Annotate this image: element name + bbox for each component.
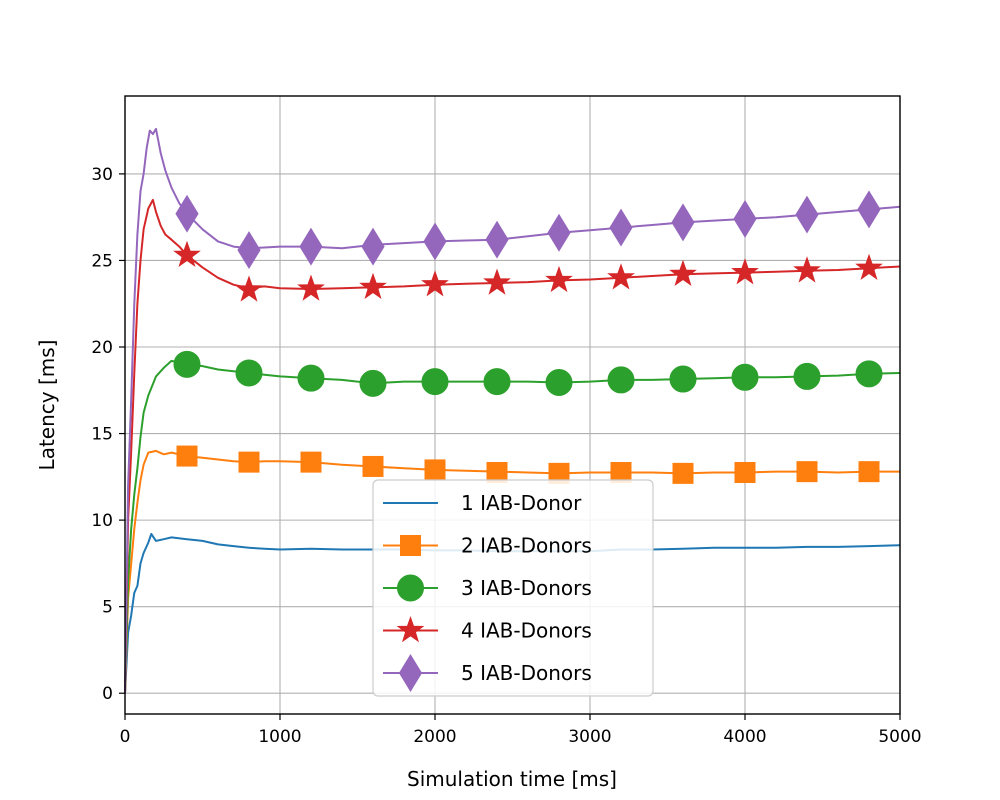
x-tick-label: 2000: [413, 727, 456, 747]
legend-label-5: 5 IAB-Donors: [461, 661, 592, 685]
series-3-marker: [483, 368, 511, 396]
series-2-marker: [672, 462, 694, 484]
series-3-marker: [607, 366, 635, 394]
series-2-marker: [424, 459, 446, 481]
x-tick-label: 1000: [258, 727, 301, 747]
x-tick-label: 0: [120, 727, 131, 747]
series-2-marker: [238, 451, 260, 473]
series-lines: [124, 127, 901, 694]
series-3-marker: [421, 368, 449, 396]
series-line-1: [124, 533, 901, 694]
series-5-marker: [547, 213, 571, 252]
series-4-marker: [173, 240, 201, 268]
series-4-marker: [607, 263, 635, 290]
series-5-marker: [671, 203, 695, 242]
series-5-marker: [175, 194, 199, 233]
series-4-marker: [297, 274, 325, 301]
series-5-marker: [733, 199, 757, 238]
series-3-marker: [235, 359, 263, 387]
series-2-marker: [734, 462, 756, 484]
series-line-4: [124, 198, 901, 694]
legend-marker-3: [397, 574, 424, 602]
series-4-marker: [731, 258, 759, 285]
series-4-marker: [855, 253, 883, 281]
y-tick-label: 20: [91, 338, 113, 358]
legend-label-4: 4 IAB-Donors: [461, 619, 592, 643]
series-5-marker: [361, 227, 385, 266]
series-2-marker: [362, 455, 384, 477]
y-tick-label: 30: [91, 165, 113, 185]
series-3-marker: [297, 364, 325, 392]
plot-frame: [124, 95, 901, 715]
x-tick-label: 3000: [568, 727, 611, 747]
legend-marker-2: [400, 535, 421, 556]
series-4-marker: [421, 270, 449, 297]
series-5-marker: [609, 208, 633, 247]
series-4-marker: [793, 256, 821, 283]
series-line-2: [124, 449, 900, 694]
grid-lines: [124, 96, 901, 714]
legend-box: [372, 479, 654, 697]
x-tick-label: 4000: [723, 727, 766, 747]
legend-marker-4: [396, 615, 425, 643]
series-5-marker: [795, 195, 819, 234]
y-tick-label: 0: [102, 684, 113, 704]
legend: 1 IAB-Donor 2 IAB-Donors 3 IAB-Donors 4 IAB…: [372, 479, 654, 697]
series-3-marker: [173, 350, 201, 378]
legend-label-1: 1 IAB-Donor: [461, 491, 582, 515]
series-5-marker: [857, 190, 881, 229]
series-markers: [173, 190, 883, 484]
y-tick-label: 10: [91, 511, 113, 531]
series-5-marker: [237, 231, 261, 270]
series-3-marker: [545, 368, 573, 396]
axis-ticks: 0 1000 2000 3000 4000 5000 0 5 10 15 20 25 30: [91, 165, 921, 747]
series-2-marker: [796, 461, 818, 483]
series-3-marker: [793, 362, 821, 390]
series-5-marker: [423, 222, 447, 261]
series-3-marker: [855, 360, 883, 388]
series-3-marker: [669, 365, 697, 393]
y-tick-label: 5: [102, 598, 113, 618]
x-tick-label: 5000: [878, 727, 921, 747]
y-tick-label: 15: [91, 425, 113, 445]
y-tick-label: 25: [91, 251, 113, 271]
legend-label-2: 2 IAB-Donors: [461, 534, 592, 558]
series-4-marker: [359, 272, 387, 300]
x-axis-label: Simulation time [ms]: [407, 767, 617, 791]
series-4-marker: [483, 268, 511, 295]
series-5-marker: [299, 227, 323, 266]
series-5-marker: [485, 220, 509, 259]
series-2-marker: [176, 445, 198, 467]
series-3-marker: [731, 363, 759, 391]
legend-label-3: 3 IAB-Donors: [461, 576, 592, 600]
legend-marker-5: [398, 654, 423, 692]
series-2-marker: [300, 451, 322, 473]
series-4-marker: [545, 265, 573, 293]
series-2-marker: [858, 461, 880, 483]
series-4-marker: [669, 259, 697, 287]
series-3-marker: [359, 369, 387, 397]
series-4-marker: [235, 275, 263, 302]
y-axis-label: Latency [ms]: [35, 340, 59, 471]
